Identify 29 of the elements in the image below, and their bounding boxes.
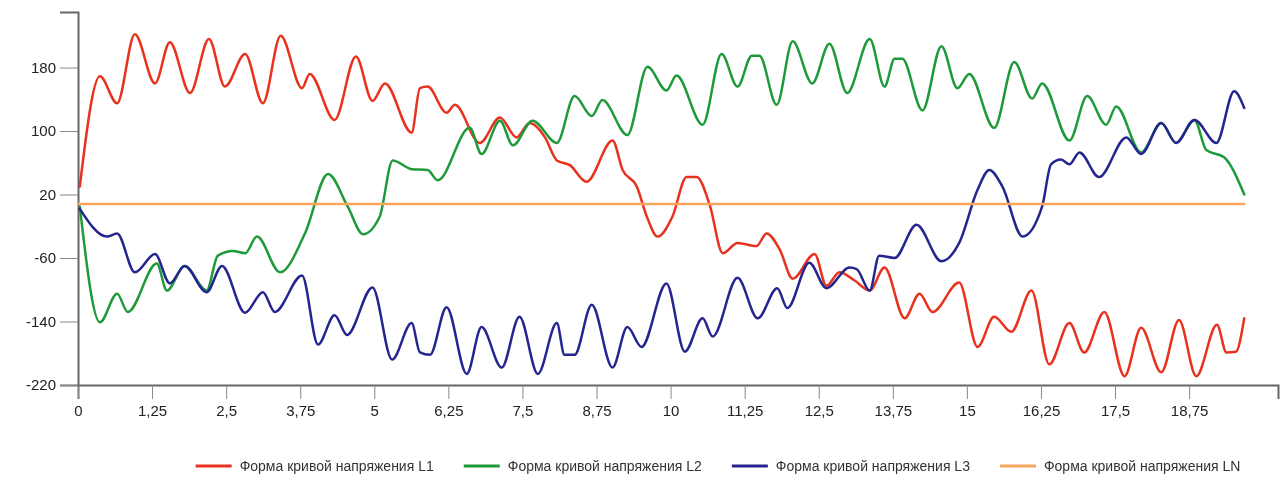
- legend-label: Форма кривой напряжения L1: [239, 458, 434, 474]
- y-tick-label: 180: [30, 58, 56, 76]
- x-tick-label: 10: [662, 401, 680, 419]
- x-tick-label: 0: [74, 401, 83, 419]
- x-tick-label: 3,75: [286, 401, 316, 419]
- x-tick-label: 2,5: [216, 401, 238, 419]
- x-tick-label: 18,75: [1170, 401, 1209, 419]
- legend-label: Форма кривой напряжения L3: [775, 458, 971, 474]
- x-tick-label: 1,25: [137, 401, 168, 419]
- y-tick-label: -140: [25, 312, 56, 330]
- x-tick-label: 15: [959, 401, 976, 419]
- y-tick-label: -60: [34, 249, 56, 267]
- line-series: [78, 37, 1246, 324]
- line-series: [78, 32, 1246, 378]
- line-series: [78, 90, 1246, 376]
- x-tick-label: 6,25: [434, 401, 464, 419]
- y-tick-label: 100: [30, 122, 56, 140]
- x-tick-label: 16,25: [1022, 401, 1061, 419]
- x-tick-label: 5: [370, 401, 379, 419]
- x-tick-label: 8,75: [582, 401, 612, 419]
- legend-label: Форма кривой напряжения LN: [1043, 458, 1241, 474]
- y-tick-label: -220: [25, 376, 56, 394]
- x-tick-label: 17,5: [1100, 401, 1131, 419]
- x-tick-label: 11,25: [726, 401, 764, 419]
- y-tick-label: 20: [39, 185, 56, 203]
- x-tick-label: 12,5: [804, 401, 834, 419]
- x-tick-label: 7,5: [512, 401, 534, 419]
- legend-label: Форма кривой напряжения L2: [507, 458, 703, 474]
- x-tick-label: 13,75: [874, 401, 913, 419]
